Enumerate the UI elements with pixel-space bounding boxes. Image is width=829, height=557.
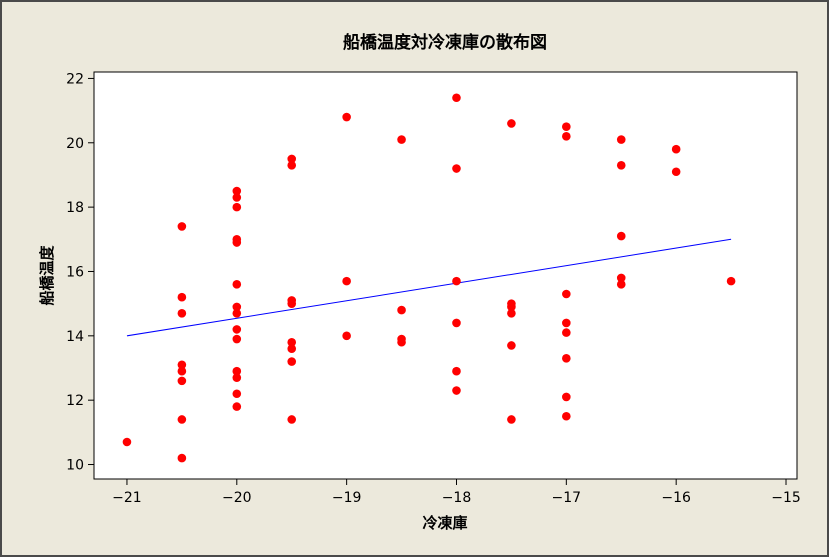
data-point: [562, 289, 571, 299]
data-point: [616, 273, 626, 283]
plot-area: [93, 71, 798, 480]
x-tick-label: −21: [112, 490, 142, 506]
x-tick-label: −17: [552, 490, 582, 506]
data-point: [726, 276, 736, 286]
data-point: [177, 376, 187, 386]
data-point: [562, 122, 571, 131]
data-point: [616, 280, 626, 289]
data-point: [397, 305, 406, 315]
data-point: [177, 366, 187, 376]
data-point: [342, 276, 351, 286]
data-point: [177, 309, 187, 318]
y-tick-label: 10: [66, 458, 84, 474]
data-point: [232, 402, 242, 411]
data-point: [507, 302, 516, 312]
data-point: [507, 341, 516, 350]
data-point: [562, 328, 571, 337]
data-point: [452, 386, 461, 395]
data-point: [287, 299, 297, 308]
data-point: [397, 135, 406, 144]
data-point: [507, 415, 516, 424]
y-tick-label: 12: [66, 393, 84, 409]
regression-line: [126, 238, 732, 337]
data-point: [177, 453, 187, 463]
data-point: [287, 337, 297, 347]
y-tick-label: 18: [66, 200, 84, 216]
x-tick-label: −15: [771, 490, 801, 506]
data-point: [232, 238, 242, 247]
data-point: [232, 334, 242, 344]
y-axis-title: 船橋温度: [38, 245, 56, 306]
y-tick-label: 22: [66, 71, 84, 87]
data-point: [287, 154, 297, 164]
points-layer: [122, 93, 736, 463]
y-tick-label: 20: [66, 136, 84, 152]
data-point: [177, 292, 187, 302]
data-point: [287, 415, 297, 424]
data-point: [562, 411, 571, 421]
data-point: [232, 389, 242, 399]
data-point: [177, 222, 187, 231]
y-tick-label: 16: [66, 264, 84, 280]
data-point: [232, 202, 242, 212]
data-point: [562, 318, 571, 328]
chart-title: 船橋温度対冷凍庫の散布図: [343, 32, 547, 53]
data-point: [562, 392, 571, 402]
data-point: [177, 360, 187, 370]
y-tick-label: 14: [66, 329, 84, 345]
data-point: [671, 144, 681, 154]
fit-line-layer: [126, 238, 732, 337]
data-point: [232, 373, 242, 382]
data-point: [287, 161, 297, 170]
data-point: [452, 276, 461, 286]
data-point: [342, 112, 351, 122]
x-tick-label: −16: [661, 490, 691, 506]
data-point: [287, 344, 297, 353]
data-point: [562, 354, 571, 363]
x-axis-title: 冷凍庫: [422, 514, 467, 532]
data-point: [232, 309, 242, 318]
y-axis: 10 12 14 16 18 20 22: [66, 71, 94, 474]
data-point: [452, 318, 461, 328]
data-point: [342, 331, 351, 341]
data-point: [452, 164, 461, 173]
data-point: [507, 119, 516, 128]
data-point: [232, 280, 242, 289]
data-point: [616, 231, 626, 241]
data-point: [507, 309, 516, 318]
data-point: [452, 93, 461, 103]
data-point: [671, 167, 681, 177]
x-tick-label: −19: [332, 490, 362, 506]
data-point: [397, 337, 406, 347]
data-point: [562, 132, 571, 141]
x-tick-label: −18: [442, 490, 472, 506]
data-point: [616, 135, 626, 144]
x-axis: −21 −20 −19 −18 −17 −16 −15: [112, 479, 801, 506]
data-point: [452, 366, 461, 376]
data-point: [232, 302, 242, 312]
x-tick-label: −20: [222, 490, 252, 506]
data-point: [232, 325, 242, 334]
data-point: [122, 437, 132, 447]
data-point: [177, 415, 187, 424]
data-point: [232, 366, 242, 376]
data-point: [616, 161, 626, 170]
data-point: [287, 357, 297, 366]
data-point: [232, 186, 242, 196]
data-point: [232, 193, 242, 202]
